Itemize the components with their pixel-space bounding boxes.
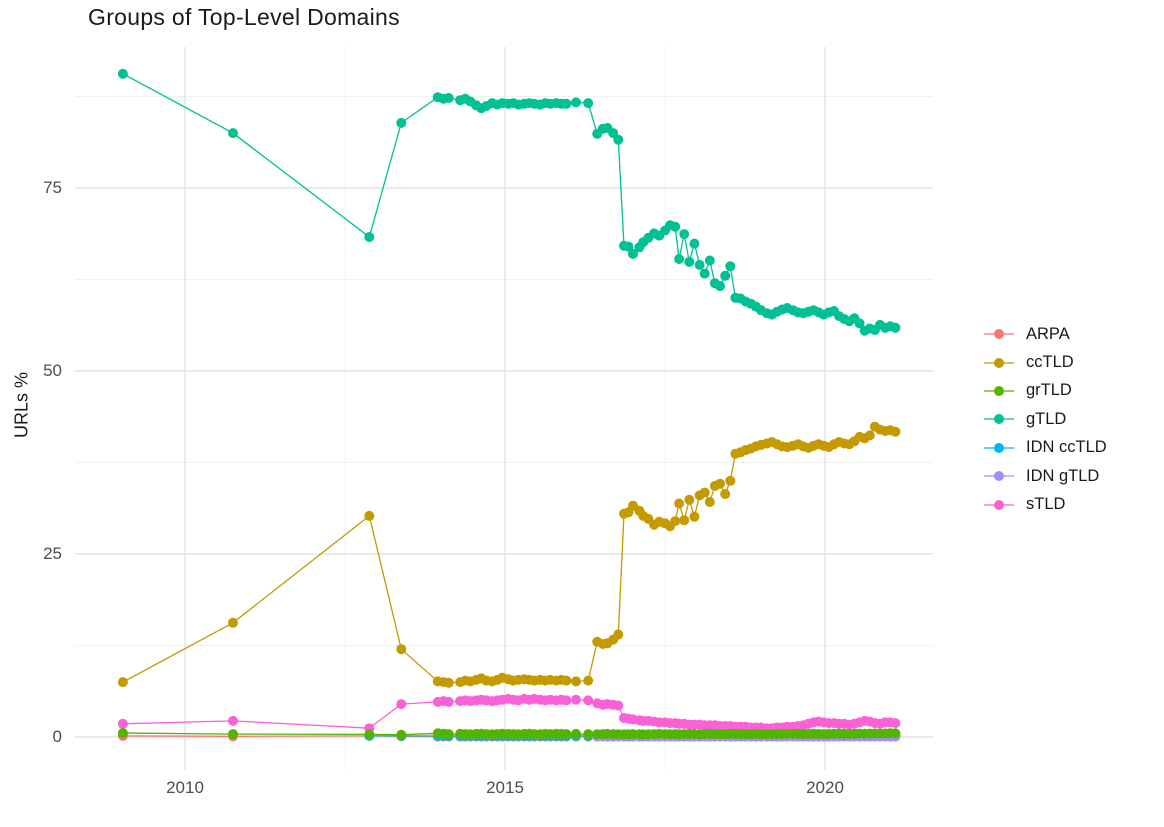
x-tick-label: 2010: [166, 778, 204, 797]
legend-key-icon: [984, 329, 1014, 340]
series-points-cctld: [117, 421, 901, 688]
legend-item-arpa: ARPA: [984, 320, 1107, 348]
legend-label: IDN ccTLD: [1026, 438, 1107, 457]
legend-key-icon: [984, 414, 1014, 425]
legend-label: IDN gTLD: [1026, 466, 1100, 485]
y-tick-label: 75: [43, 178, 62, 197]
legend-item-idn-gtld: IDN gTLD: [984, 462, 1107, 490]
legend-label: ccTLD: [1026, 353, 1074, 372]
y-tick-label: 0: [52, 727, 62, 746]
x-tick-label: 2015: [486, 778, 524, 797]
legend-key-icon: [984, 357, 1014, 368]
legend-item-stld: sTLD: [984, 490, 1107, 518]
grid-major: [75, 47, 933, 770]
series-points-stld: [117, 693, 901, 734]
series-points-grtld: [117, 728, 901, 740]
grid-minor: [75, 47, 933, 770]
legend-item-grtld: grTLD: [984, 377, 1107, 405]
series-points-gtld: [117, 68, 901, 336]
legend-label: gTLD: [1026, 409, 1067, 428]
legend-key-icon: [984, 442, 1014, 453]
legend-item-gtld: gTLD: [984, 405, 1107, 433]
y-axis-title: URLs %: [11, 371, 32, 439]
legend-item-idn-cctld: IDN ccTLD: [984, 434, 1107, 462]
legend-item-cctld: ccTLD: [984, 348, 1107, 376]
x-tick-label: 2020: [806, 778, 844, 797]
legend-label: ARPA: [1026, 324, 1070, 343]
legend-key-icon: [984, 385, 1014, 396]
legend-label: sTLD: [1026, 495, 1066, 514]
legend-label: grTLD: [1026, 381, 1072, 400]
y-tick-label: 25: [43, 544, 62, 563]
legend-key-icon: [984, 499, 1014, 510]
legend-key-icon: [984, 471, 1014, 482]
chart-title: Groups of Top-Level Domains: [88, 4, 400, 30]
legend: ARPA ccTLD grTLD gTLD IDN ccTLD IDN gTLD sTLD: [984, 320, 1107, 519]
series-line-gtld: [122, 73, 896, 332]
y-tick-label: 50: [43, 361, 62, 380]
